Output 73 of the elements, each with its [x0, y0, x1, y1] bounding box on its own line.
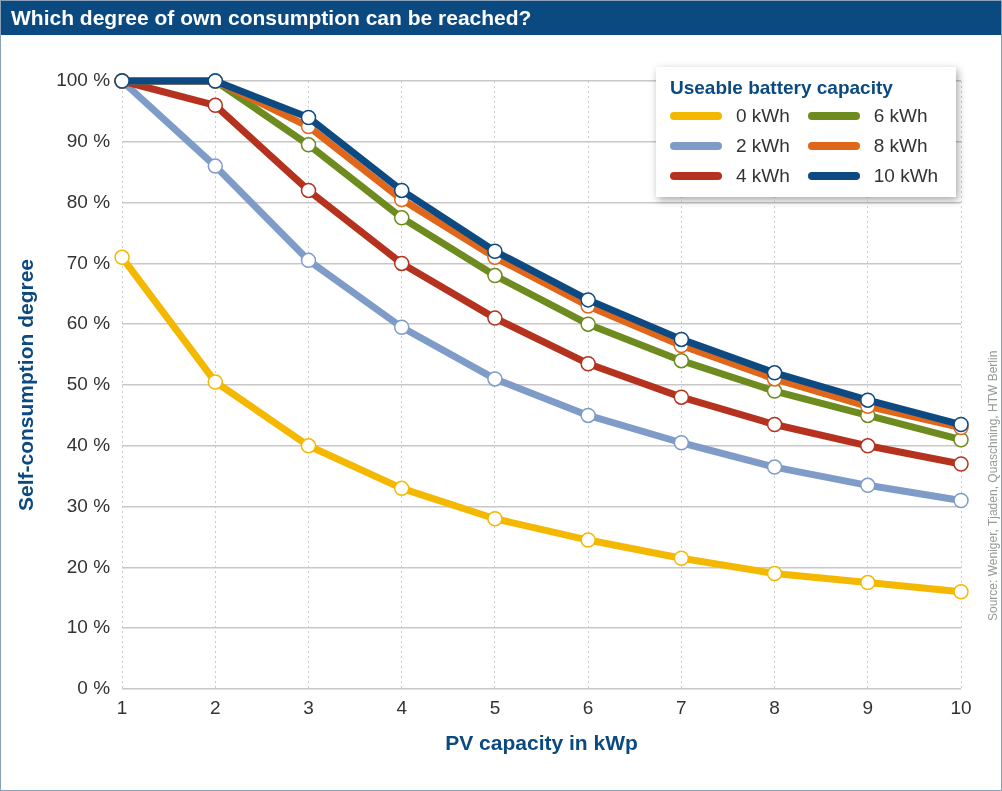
x-tick-label: 6: [582, 696, 594, 718]
point: [766, 416, 783, 433]
point: [766, 565, 783, 582]
point: [953, 456, 969, 472]
point: [487, 267, 503, 284]
legend-label: 4 kWh: [736, 165, 790, 187]
point: [580, 355, 596, 372]
point: [393, 182, 410, 199]
y-axis-title: Self-consumption degree: [14, 258, 38, 512]
point: [393, 480, 410, 497]
y-tick-label: 0 %: [77, 677, 111, 699]
legend-label: 0 kWh: [736, 105, 790, 127]
y-tick-label: 70 %: [66, 251, 111, 273]
point: [300, 182, 317, 199]
point: [487, 310, 503, 326]
chart-title: Which degree of own consumption can be reached?: [1, 1, 1001, 35]
x-tick-label: 8: [769, 696, 780, 718]
point: [114, 249, 130, 266]
x-tick-label: 3: [303, 696, 314, 718]
point: [393, 255, 410, 272]
point: [860, 477, 876, 494]
y-tick-label: 10 %: [66, 616, 111, 638]
point: [580, 316, 596, 332]
point: [393, 210, 410, 226]
legend-title: Useable battery capacity: [670, 77, 894, 99]
point: [673, 435, 690, 451]
point: [207, 374, 224, 390]
point: [953, 583, 969, 600]
y-tick-label: 60 %: [66, 312, 111, 334]
source-note: Source: Weniger, Tjaden, Quaschning, HTW Berlin: [986, 350, 1000, 621]
point: [487, 371, 503, 387]
point: [860, 438, 876, 454]
y-tick-label: 40 %: [66, 434, 111, 456]
point: [207, 97, 224, 114]
point: [393, 319, 410, 335]
legend-label: 6 kWh: [873, 105, 928, 127]
point: [487, 511, 503, 527]
point: [300, 109, 317, 126]
y-tick-label: 50 %: [66, 373, 111, 395]
x-tick-label: 10: [950, 696, 972, 718]
point: [673, 550, 690, 567]
legend-label: 8 kWh: [873, 135, 928, 157]
y-tick-label: 90 %: [66, 130, 111, 152]
point: [860, 392, 876, 408]
y-tick-label: 100 %: [56, 69, 111, 91]
point: [766, 459, 783, 475]
point: [580, 292, 596, 308]
x-tick-label: 7: [676, 696, 687, 718]
point: [673, 352, 690, 369]
y-tick-label: 20 %: [66, 555, 111, 577]
legend-label: 10 kWh: [873, 165, 939, 187]
y-tick-label: 30 %: [66, 494, 111, 516]
legend-label: 2 kWh: [736, 135, 790, 157]
point: [300, 438, 317, 454]
point: [300, 137, 317, 153]
point: [673, 331, 690, 348]
x-tick-label: 4: [396, 696, 408, 718]
x-axis-title: PV capacity in kWp: [445, 731, 638, 755]
x-tick-label: 9: [862, 696, 874, 718]
point: [487, 243, 503, 259]
point: [207, 158, 224, 174]
point: [860, 574, 876, 591]
point: [580, 407, 596, 424]
point: [766, 383, 783, 399]
point: [673, 389, 690, 405]
y-tick-label: 80 %: [66, 190, 111, 212]
point: [580, 532, 596, 548]
x-tick-label: 1: [116, 696, 128, 718]
point: [766, 365, 783, 381]
point: [300, 252, 317, 269]
x-tick-label: 2: [210, 696, 221, 718]
point: [953, 492, 969, 509]
x-tick-label: 5: [489, 696, 501, 718]
